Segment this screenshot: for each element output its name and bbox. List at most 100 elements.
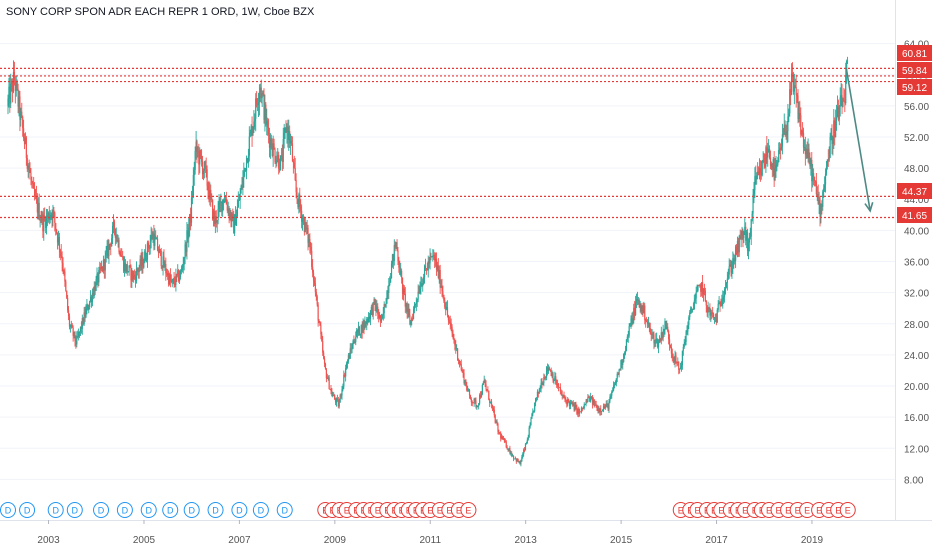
earnings-marker-label: E xyxy=(742,506,748,516)
candle-body xyxy=(835,120,837,138)
candle-body xyxy=(437,265,439,278)
candle-body xyxy=(244,168,246,171)
candle-up xyxy=(420,276,422,295)
candle-up xyxy=(664,318,666,335)
candle-up xyxy=(803,139,806,152)
candle-body xyxy=(195,141,197,152)
candle-body xyxy=(621,360,623,366)
candle-up xyxy=(477,405,479,408)
candle-body xyxy=(746,232,748,241)
candle-body xyxy=(823,188,825,192)
candle-body xyxy=(554,376,556,380)
candle-body xyxy=(626,336,628,340)
candle-body xyxy=(520,461,522,465)
candle-body xyxy=(338,402,340,407)
candle-body xyxy=(712,314,715,318)
candle-body xyxy=(169,274,172,281)
candle-body xyxy=(488,391,490,400)
candle-up xyxy=(612,387,614,393)
candle-up xyxy=(308,234,310,248)
candle-body xyxy=(378,314,380,319)
candle-down xyxy=(34,182,36,201)
candle-body xyxy=(268,135,271,148)
candle-down xyxy=(110,242,112,256)
candle-body xyxy=(278,168,281,171)
candle-body xyxy=(7,98,9,106)
candle-up xyxy=(605,400,607,408)
candle-down xyxy=(336,394,339,402)
candle-body xyxy=(453,337,455,341)
candle-down xyxy=(444,297,446,310)
candle-up xyxy=(431,256,433,258)
candle-body xyxy=(633,307,635,319)
candle-down xyxy=(56,232,59,250)
candle-body xyxy=(93,286,95,296)
candle-up xyxy=(395,242,397,250)
candle-body xyxy=(163,256,165,268)
candle-down xyxy=(576,404,578,416)
candle-up xyxy=(530,416,532,426)
candle-body xyxy=(113,221,116,229)
candle-body xyxy=(30,172,32,180)
candle-up xyxy=(654,339,656,348)
candle-body xyxy=(429,255,431,264)
dividend-marker: D xyxy=(207,502,224,518)
candle-body xyxy=(25,137,27,158)
candle-down xyxy=(499,432,501,435)
candle-body xyxy=(220,201,222,204)
candle-body xyxy=(770,164,773,167)
candle-up xyxy=(434,252,437,267)
candle-down xyxy=(489,398,491,408)
candle-body xyxy=(813,176,816,182)
candle-down xyxy=(124,259,127,274)
candle-up xyxy=(651,329,653,340)
candle-down xyxy=(517,458,519,463)
candle-up xyxy=(601,410,603,416)
candle-down xyxy=(457,358,460,365)
candle-up xyxy=(736,236,739,258)
candle-down xyxy=(132,270,134,282)
candle-down xyxy=(448,316,450,324)
candle-up xyxy=(85,304,87,319)
candle-body xyxy=(328,377,330,390)
candle-body xyxy=(579,411,581,414)
candle-body xyxy=(16,81,18,89)
candle-body xyxy=(200,150,202,157)
candle-up xyxy=(592,397,594,406)
candle-up xyxy=(223,192,226,204)
candle-down xyxy=(167,270,170,287)
candle-down xyxy=(494,414,496,424)
candle-up xyxy=(612,381,615,392)
candle-body xyxy=(209,189,211,200)
candle-body xyxy=(49,216,51,220)
candle-body xyxy=(400,270,402,275)
candle-body xyxy=(682,346,684,351)
y-tick-label: 28.00 xyxy=(904,320,929,331)
candle-body xyxy=(216,220,218,223)
candle-down xyxy=(563,391,565,399)
candle-body xyxy=(724,287,727,290)
candle-body xyxy=(607,403,609,410)
candle-down xyxy=(607,403,609,412)
candle-body xyxy=(434,255,436,261)
candle-body xyxy=(806,148,808,159)
candle-body xyxy=(153,233,155,246)
dividend-marker-label: D xyxy=(122,506,129,516)
candle-body xyxy=(84,312,86,317)
candle-body xyxy=(649,328,651,334)
candle-up xyxy=(780,138,783,151)
candle-body xyxy=(359,334,361,336)
candle-down xyxy=(348,352,350,360)
candle-body xyxy=(842,100,844,108)
candle-body xyxy=(290,140,292,144)
candle-body xyxy=(593,399,595,406)
candle-down xyxy=(421,276,423,287)
dividend-marker-circle xyxy=(162,502,179,518)
candle-up xyxy=(583,402,585,410)
candle-body xyxy=(725,283,728,288)
candle-up xyxy=(178,270,181,285)
candle-body xyxy=(514,458,517,460)
earnings-marker-label: E xyxy=(694,506,700,516)
